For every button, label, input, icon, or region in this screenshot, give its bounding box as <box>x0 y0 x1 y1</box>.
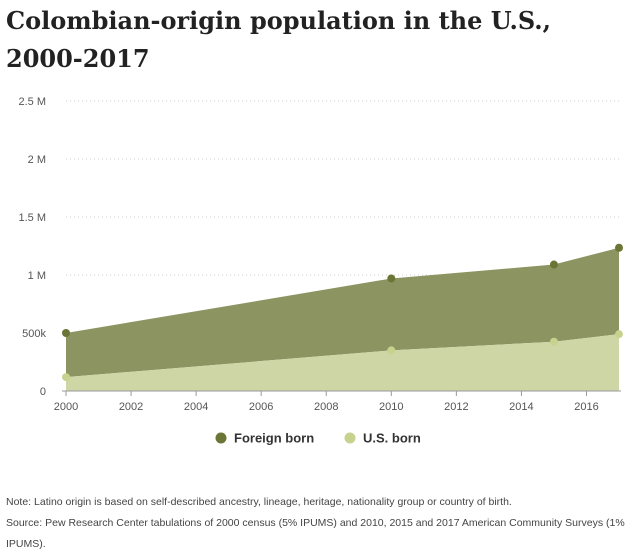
y-tick-label: 1.5 M <box>18 212 46 224</box>
x-tick-label: 2004 <box>184 401 208 413</box>
x-tick-label: 2014 <box>509 401 533 413</box>
y-tick-label: 500k <box>22 328 46 340</box>
y-tick-label: 0 <box>40 386 46 398</box>
areas <box>66 247 619 391</box>
us-born-point <box>615 330 623 339</box>
x-tick-label: 2008 <box>314 401 338 413</box>
foreign-born-point <box>387 274 396 283</box>
y-tick-label: 2 M <box>28 154 46 166</box>
x-tick-label: 2000 <box>54 401 78 413</box>
source-text: Source: Pew Research Center tabulations … <box>6 517 625 550</box>
legend-marker <box>344 432 356 444</box>
data-points <box>62 243 623 382</box>
chart-title: Colombian-origin population in the U.S.,… <box>6 6 552 73</box>
x-tick-label: 2012 <box>444 401 468 413</box>
us-born-point <box>549 337 558 346</box>
y-axis: 0 500k 1 M 1.5 M 2 M 2.5 M <box>18 96 46 398</box>
foreign-born-point <box>549 260 558 269</box>
legend-marker <box>215 432 227 444</box>
x-tick-label: 2002 <box>119 401 143 413</box>
legend-label: U.S. born <box>363 431 421 446</box>
us-born-point <box>387 346 396 355</box>
x-tick-label: 2006 <box>249 401 273 413</box>
foreign-born-area <box>66 247 619 378</box>
foreign-born-point <box>615 243 623 252</box>
note-text: Note: Latino origin is based on self-des… <box>6 496 512 508</box>
y-tick-label: 1 M <box>28 270 46 282</box>
x-tick-label: 2010 <box>379 401 403 413</box>
x-tick-label: 2016 <box>574 401 598 413</box>
us-born-area <box>66 334 619 391</box>
x-axis: 2000 2002 2004 2006 2008 2010 2012 2014 2016 <box>54 390 621 413</box>
legend-label: Foreign born <box>234 431 314 446</box>
y-tick-label: 2.5 M <box>18 96 46 108</box>
legend: Foreign born U.S. born <box>215 431 421 446</box>
foreign-born-point <box>62 329 70 337</box>
us-born-point <box>62 373 70 382</box>
